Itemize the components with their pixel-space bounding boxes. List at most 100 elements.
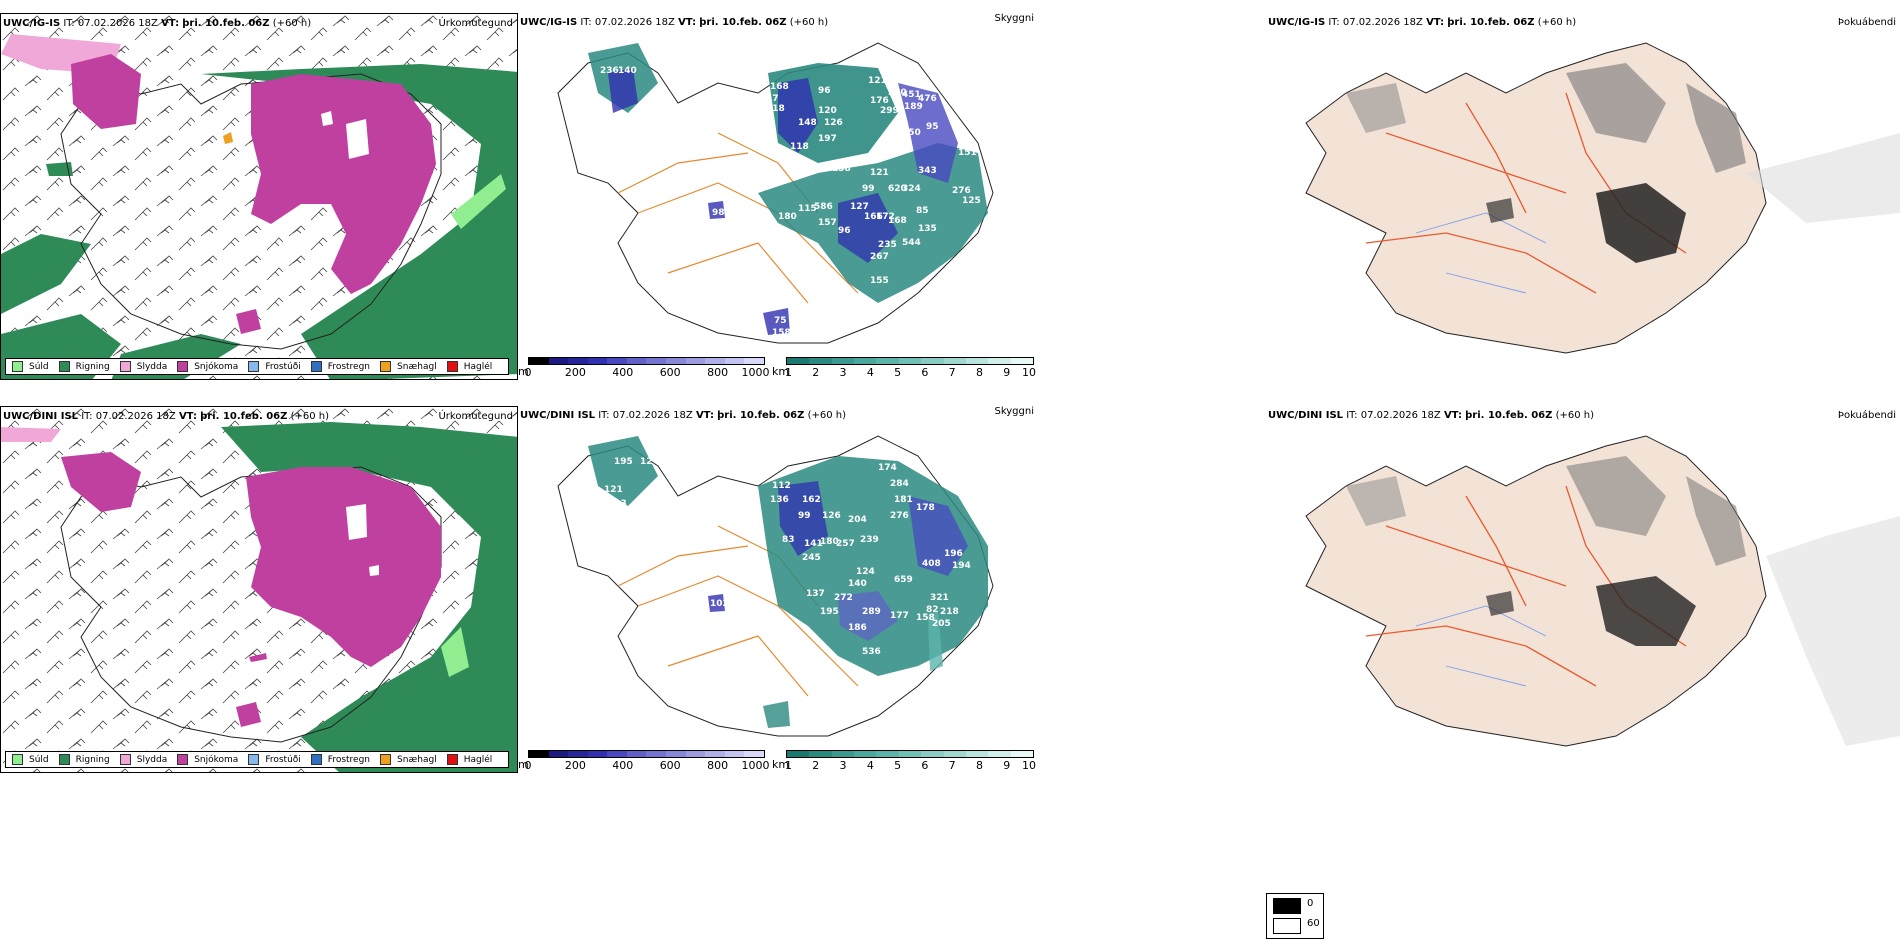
tick-label: 0	[524, 759, 532, 772]
fog-swatch-60	[1273, 918, 1301, 934]
visibility-value-label: 245	[802, 553, 821, 563]
legend-swatch	[446, 361, 458, 372]
panel-title: UWC/IG-IS IT: 07.02.2026 18Z VT: þri. 10…	[520, 17, 828, 28]
visibility-value-label: 99	[862, 184, 875, 194]
it-label: IT:	[580, 17, 592, 28]
visibility-value-label: 126	[824, 118, 843, 128]
visibility-value-label: 17	[766, 94, 779, 104]
lead-time: (+60 h)	[272, 18, 312, 29]
visibility-value-label: 158	[832, 164, 851, 174]
colorbar-unit-m: m	[518, 758, 529, 771]
visibility-value-label: 155	[870, 276, 889, 286]
visibility-value-label: 195	[820, 607, 839, 617]
legend-swatch	[12, 754, 23, 765]
legend-item: Snjókoma	[177, 754, 238, 765]
panel-title: UWC/DINI ISL IT: 07.02.2026 18Z VT: þri.…	[1268, 410, 1594, 421]
visibility-value-label: 112	[772, 481, 791, 491]
tick-label: 4	[866, 759, 874, 772]
colorbar-unit-km: km	[772, 365, 790, 378]
visibility-value-label: 75	[774, 316, 787, 326]
visibility-value-label: 180	[778, 212, 797, 222]
legend-label: Frostregn	[327, 361, 371, 372]
visibility-value-label: 140	[618, 66, 637, 76]
visibility-value-label: 620	[888, 184, 907, 194]
colorbar-ticks: 1 2 3 4 5 6 7 8 9 10	[784, 759, 1036, 773]
model-name: UWC/IG-IS	[1268, 17, 1326, 28]
tick-label: 9	[1003, 759, 1011, 772]
legend-item: Rigning	[58, 361, 110, 372]
legend-label: Rigning	[75, 361, 110, 372]
visibility-map-row1: 236 140 103 100 137 88 168 17 118 96 120 148 126 118 1…	[518, 13, 1038, 380]
visibility-value-label: 88	[636, 146, 649, 156]
visibility-value-label: 204	[848, 515, 867, 525]
fog-swatch-0	[1273, 898, 1301, 914]
legend-label: Súld	[29, 361, 49, 372]
legend-swatch	[446, 754, 458, 765]
tick-label: 600	[659, 759, 681, 772]
visibility-value-label: 118	[790, 142, 809, 152]
tick-label: 8	[975, 366, 983, 379]
visibility-value-label: 197	[818, 134, 837, 144]
legend-swatch	[380, 361, 392, 372]
it-label: IT:	[63, 18, 75, 29]
vt-label: VT:	[678, 17, 697, 28]
visibility-value-label: 124	[856, 567, 875, 577]
product-label: Þokuábendi	[1837, 17, 1896, 28]
visibility-value-label: 150	[902, 128, 921, 138]
visibility-value-label: 257	[836, 539, 855, 549]
tick-label: 8	[975, 759, 983, 772]
visibility-value-label: 235	[878, 240, 897, 250]
precip-legend: Súld Rigning Slydda Snjókoma Frostúði Fr…	[5, 751, 510, 768]
legend-label: Slydda	[136, 361, 168, 372]
it-value: 07.02.2026 18Z	[1360, 410, 1441, 421]
fog-label-60: 60	[1307, 918, 1320, 929]
panel-title: UWC/IG-IS IT: 07.02.2026 18Z VT: þri. 10…	[3, 18, 311, 29]
legend-swatch	[310, 361, 322, 372]
colorbar-cells	[786, 357, 1034, 365]
visibility-value-label: 68	[714, 619, 727, 629]
legend-label: Frostúði	[265, 754, 301, 765]
tick-label: 5	[894, 759, 902, 772]
visibility-value-label: 586	[814, 202, 833, 212]
it-label: IT:	[81, 411, 93, 422]
legend-swatch	[58, 754, 70, 765]
legend-label: Frostregn	[327, 754, 371, 765]
legend-label: Snæhagl	[397, 361, 437, 372]
tick-label: 400	[612, 366, 634, 379]
visibility-value-label: 162	[802, 495, 821, 505]
it-label: IT:	[598, 410, 610, 421]
vt-label: VT:	[178, 411, 197, 422]
legend-swatch	[177, 361, 189, 372]
visibility-value-label: 297	[892, 76, 911, 86]
product-label: Úrkomutegund	[438, 411, 513, 422]
tick-label: 1000	[741, 366, 770, 379]
it-value: 07.02.2026 18Z	[1342, 17, 1423, 28]
visibility-value-label: 148	[798, 118, 817, 128]
legend-item: Súld	[12, 754, 49, 765]
colorbar-visibility: 1 2 3 4 5 6 7 8 9 10	[785, 750, 1036, 772]
visibility-value-label: 157	[818, 218, 837, 228]
visibility-value-label: 276	[952, 186, 971, 196]
visibility-value-label: 82	[926, 605, 939, 615]
visibility-value-label: 176	[870, 96, 889, 106]
legend-item: Frostúði	[248, 361, 301, 372]
visibility-value-label: 83	[782, 535, 795, 545]
legend-item: Frostregn	[310, 754, 371, 765]
visibility-value-label: 174	[878, 463, 897, 473]
tick-label: 10	[1022, 366, 1037, 379]
vt-label: VT:	[695, 410, 714, 421]
visibility-value-label: 137	[806, 589, 825, 599]
visibility-value-label: 218	[940, 607, 959, 617]
visibility-value-label: 121	[868, 76, 887, 86]
visibility-value-label: 12	[640, 457, 653, 467]
visibility-value-label: 536	[862, 647, 881, 657]
it-value: 07.02.2026 18Z	[77, 18, 158, 29]
panel-title: UWC/DINI ISL IT: 07.02.2026 18Z VT: þri.…	[520, 410, 846, 421]
visibility-map-drawing: 195 12 121 103 144 100 98 112 136 162 99 126 204 174 2…	[557, 435, 994, 737]
lead-time: (+60 h)	[1555, 410, 1595, 421]
visibility-value-label: 181	[894, 495, 913, 505]
visibility-value-label: 140	[848, 579, 867, 589]
tick-label: 5	[894, 366, 902, 379]
tick-label: 1	[784, 759, 792, 772]
